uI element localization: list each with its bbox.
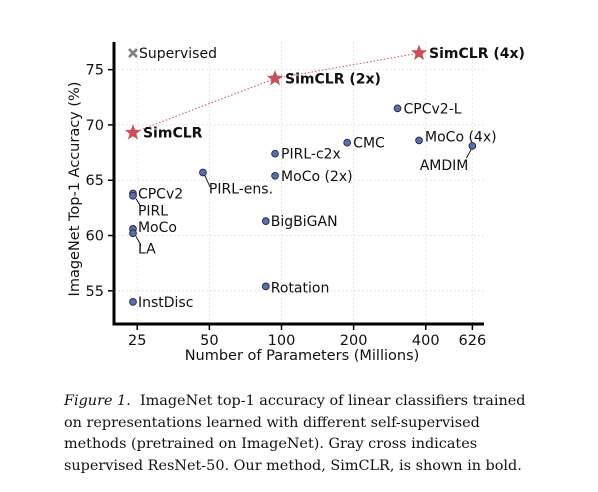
supervised-label: Supervised xyxy=(139,46,217,62)
point-label: PIRL xyxy=(138,204,168,220)
data-point xyxy=(343,138,352,147)
y-tick-label: 70 xyxy=(86,118,104,134)
point-label: InstDisc xyxy=(138,295,193,311)
x-tick-label: 626 xyxy=(459,333,487,349)
y-tick-label: 75 xyxy=(86,63,104,79)
caption-text: ImageNet top-1 accuracy of linear classi… xyxy=(64,393,526,474)
figure-label: Figure 1. xyxy=(64,393,131,409)
data-point xyxy=(261,217,270,226)
point-label: MoCo xyxy=(138,220,177,236)
data-point xyxy=(393,104,402,113)
y-tick-label: 55 xyxy=(86,284,104,300)
point-label: PIRL-ens. xyxy=(209,181,273,197)
y-tick-label: 60 xyxy=(86,229,104,245)
supervised-cross-marker xyxy=(128,48,138,58)
simclr-label: SimCLR (4x) xyxy=(429,46,525,62)
y-axis-label: ImageNet Top-1 Accuracy (%) xyxy=(67,82,83,297)
point-label: MoCo (2x) xyxy=(281,169,353,185)
leader-line xyxy=(135,236,142,246)
leader-line xyxy=(204,175,211,188)
data-point xyxy=(271,171,279,180)
figure-caption: Figure 1. ImageNet top-1 accuracy of lin… xyxy=(64,391,534,477)
point-label: MoCo (4x) xyxy=(425,129,497,145)
point-label: CMC xyxy=(353,136,385,152)
point-label: PIRL-c2x xyxy=(281,147,341,163)
y-tick-label: 65 xyxy=(86,173,104,189)
data-point xyxy=(271,149,279,158)
simclr-label: SimCLR xyxy=(143,126,203,142)
point-label: LA xyxy=(138,241,156,257)
data-point xyxy=(129,298,137,306)
data-point xyxy=(415,136,423,145)
data-point xyxy=(129,191,137,200)
point-label: CPCv2 xyxy=(138,187,183,203)
scatter-chart: 55 60 65 70 75 25 50 100 200 400 626 Number of Para… xyxy=(67,42,525,364)
simclr-trend-line xyxy=(132,52,420,134)
x-axis-label: Number of Parameters (Millions) xyxy=(185,348,420,364)
data-point xyxy=(129,229,137,238)
leader-line xyxy=(135,198,142,208)
simclr-star-marker xyxy=(124,124,142,140)
simclr-star-marker xyxy=(410,44,428,60)
point-label: Rotation xyxy=(271,280,330,296)
x-tick-label: 25 xyxy=(128,333,146,349)
data-point xyxy=(261,282,270,291)
point-label: AMDIM xyxy=(420,158,469,174)
simclr-star-marker xyxy=(266,69,284,86)
x-tick-label: 50 xyxy=(200,333,218,349)
data-point xyxy=(468,142,477,150)
simclr-label: SimCLR (2x) xyxy=(285,71,381,87)
x-tick-label: 400 xyxy=(412,333,440,349)
x-tick-label: 100 xyxy=(268,333,296,349)
data-point xyxy=(199,168,207,177)
x-tick-label: 200 xyxy=(340,333,368,349)
point-label: CPCv2-L xyxy=(404,101,462,117)
leader-line xyxy=(465,148,472,159)
point-label: BigBiGAN xyxy=(271,214,338,230)
